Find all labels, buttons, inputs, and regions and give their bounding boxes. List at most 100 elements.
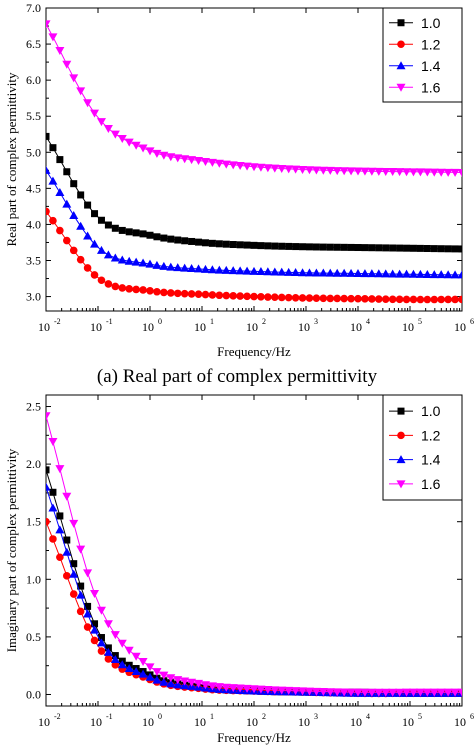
y-axis-label: Real part of complex permittivity bbox=[4, 72, 19, 247]
series-marker-1.2 bbox=[388, 295, 397, 304]
series-marker-1.6 bbox=[429, 688, 439, 697]
series-marker-1.6 bbox=[96, 118, 106, 127]
series-marker-1.6 bbox=[415, 688, 425, 697]
series-marker-1.2 bbox=[222, 291, 231, 300]
series-marker-1.2 bbox=[277, 293, 286, 302]
series-marker-1.6 bbox=[152, 149, 162, 158]
series-marker-1.6 bbox=[263, 686, 273, 695]
series-marker-1.0 bbox=[326, 243, 334, 251]
x-tick-exponent: 6 bbox=[470, 712, 474, 721]
series-marker-1.4 bbox=[284, 267, 294, 276]
series-marker-1.6 bbox=[48, 438, 58, 447]
series-marker-1.2 bbox=[139, 286, 147, 294]
series-marker-1.6 bbox=[457, 168, 462, 177]
series-marker-1.2 bbox=[264, 293, 272, 301]
series-marker-1.4 bbox=[353, 268, 363, 277]
series-marker-1.2 bbox=[160, 288, 168, 297]
series-marker-1.4 bbox=[450, 270, 460, 279]
series-marker-1.2 bbox=[90, 271, 99, 279]
series-marker-1.0 bbox=[319, 243, 327, 251]
series-marker-1.6 bbox=[235, 161, 245, 170]
series-marker-1.4 bbox=[46, 165, 51, 174]
series-marker-1.6 bbox=[159, 671, 169, 680]
y-tick-label: 0.5 bbox=[26, 630, 41, 644]
series-marker-1.2 bbox=[90, 636, 99, 645]
series-marker-1.4 bbox=[339, 268, 349, 277]
series-marker-1.0 bbox=[181, 237, 189, 245]
series-marker-1.6 bbox=[263, 164, 273, 173]
series-marker-1.4 bbox=[207, 265, 217, 274]
series-marker-1.0 bbox=[416, 244, 424, 252]
series-marker-1.6 bbox=[138, 658, 148, 667]
series-marker-1.6 bbox=[117, 639, 127, 648]
series-marker-1.2 bbox=[69, 590, 78, 598]
series-marker-1.4 bbox=[48, 503, 58, 512]
series-marker-1.4 bbox=[346, 268, 356, 277]
series-marker-1.6 bbox=[402, 688, 412, 697]
y-axis-label: Imaginary part of complex permittivity bbox=[4, 448, 19, 652]
series-marker-1.6 bbox=[270, 164, 280, 173]
series-marker-1.0 bbox=[195, 238, 203, 246]
series-marker-1.0 bbox=[292, 243, 300, 251]
series-marker-1.0 bbox=[77, 191, 85, 199]
series-marker-1.2 bbox=[430, 295, 439, 304]
series-marker-1.4 bbox=[62, 547, 72, 556]
x-tick-exponent: -2 bbox=[54, 712, 61, 721]
series-marker-1.6 bbox=[228, 161, 238, 170]
series-marker-1.6 bbox=[207, 158, 217, 167]
series-marker-1.0 bbox=[361, 244, 369, 252]
x-tick-exponent: 5 bbox=[418, 317, 422, 326]
x-tick-label: 10 bbox=[350, 320, 362, 334]
series-marker-1.6 bbox=[284, 686, 294, 695]
series-marker-1.0 bbox=[91, 620, 99, 628]
x-tick-label: 10 bbox=[454, 715, 466, 729]
x-tick-label: 10 bbox=[246, 715, 258, 729]
series-marker-1.6 bbox=[381, 167, 391, 176]
series-marker-1.4 bbox=[332, 268, 342, 277]
series-marker-1.2 bbox=[49, 216, 57, 225]
series-marker-1.0 bbox=[49, 144, 57, 152]
series-marker-1.4 bbox=[103, 250, 113, 259]
series-marker-1.4 bbox=[304, 268, 314, 277]
series-marker-1.2 bbox=[76, 607, 85, 616]
y-tick-label: 7.0 bbox=[26, 1, 41, 15]
series-marker-1.0 bbox=[132, 229, 140, 237]
series-marker-1.6 bbox=[325, 166, 335, 175]
series-marker-1.6 bbox=[200, 681, 210, 690]
x-tick-label: 10 bbox=[402, 715, 414, 729]
series-marker-1.6 bbox=[110, 130, 120, 139]
series-marker-1.0 bbox=[208, 239, 216, 247]
series-marker-1.6 bbox=[284, 165, 294, 174]
series-marker-1.0 bbox=[347, 243, 355, 251]
series-marker-1.6 bbox=[339, 167, 349, 176]
x-tick-exponent: 2 bbox=[262, 712, 266, 721]
legend-marker bbox=[397, 40, 405, 49]
x-tick-exponent: 1 bbox=[210, 317, 214, 326]
y-tick-label: 1.5 bbox=[26, 515, 41, 529]
legend-marker bbox=[397, 431, 405, 440]
real-part-chart: 10 -2 10 -1 10 0 10 1 10 2 10 3 10 4 10 5 10 6 3.0 3.5 4.0 4.… bbox=[4, 1, 474, 359]
y-tick-label: 3.0 bbox=[26, 290, 41, 304]
series-marker-1.0 bbox=[46, 466, 50, 474]
series-marker-1.0 bbox=[375, 244, 383, 252]
series-marker-1.0 bbox=[160, 234, 168, 242]
series-marker-1.0 bbox=[409, 244, 417, 252]
y-tick-label: 1.0 bbox=[26, 572, 41, 586]
y-tick-label: 2.0 bbox=[26, 457, 41, 471]
series-marker-1.6 bbox=[395, 168, 405, 177]
series-marker-1.4 bbox=[96, 245, 106, 254]
series-marker-1.6 bbox=[194, 679, 204, 688]
series-marker-1.6 bbox=[415, 168, 425, 177]
legend-box bbox=[382, 7, 463, 103]
series-marker-1.6 bbox=[173, 676, 183, 685]
series-marker-1.0 bbox=[430, 245, 438, 253]
y-tick-label: 4.0 bbox=[26, 217, 41, 231]
x-tick-label: 10 bbox=[402, 320, 414, 334]
series-marker-1.4 bbox=[76, 590, 86, 599]
series-marker-1.4 bbox=[408, 269, 418, 278]
series-marker-1.6 bbox=[55, 465, 65, 474]
series-marker-1.6 bbox=[235, 684, 245, 693]
series-marker-1.6 bbox=[395, 688, 405, 697]
series-marker-1.0 bbox=[215, 240, 223, 248]
series-marker-1.0 bbox=[167, 235, 175, 243]
